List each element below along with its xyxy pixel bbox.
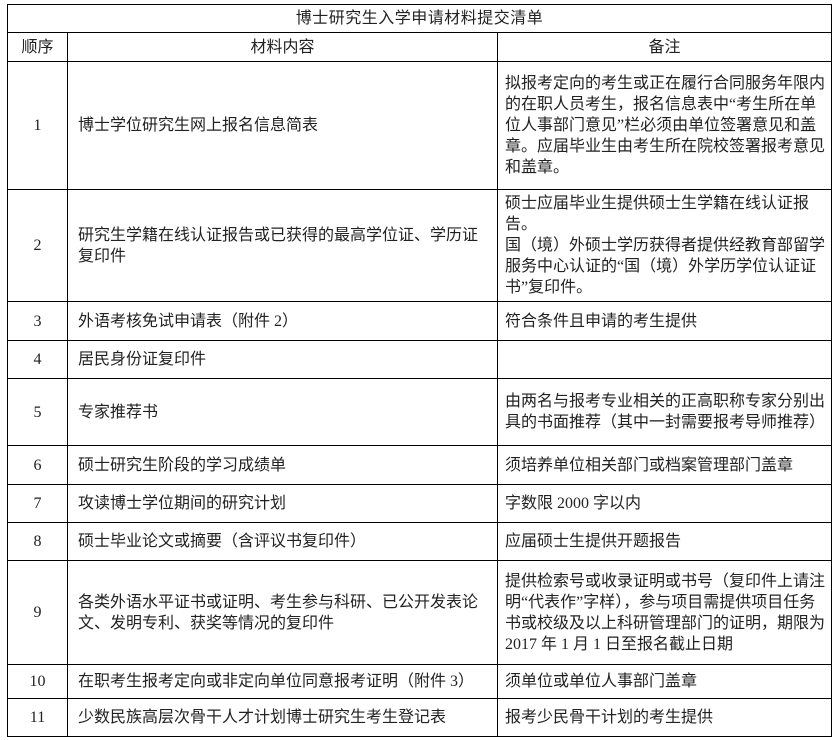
row-number: 1 bbox=[7, 61, 68, 190]
material-cell: 少数民族高层次骨干人才计划博士研究生考生登记表 bbox=[67, 698, 498, 737]
row-number: 11 bbox=[7, 698, 68, 737]
row-number: 2 bbox=[7, 189, 68, 302]
note-cell: 提供检索号或收录证明或书号（复印件上请注明“代表作”字样），参与项目需提供项目任… bbox=[496, 560, 833, 665]
material-cell: 攻读博士学位期间的研究计划 bbox=[67, 484, 498, 523]
table-row: 2 研究生学籍在线认证报告或已获得的最高学位证、学历证复印件 硕士应届毕业生提供… bbox=[7, 189, 833, 302]
note-cell: 符合条件且申请的考生提供 bbox=[496, 301, 833, 341]
table-row: 8 硕士毕业论文或摘要（含评议书复印件） 应届硕士生提供开题报告 bbox=[7, 522, 833, 561]
note-cell: 须培养单位相关部门或档案管理部门盖章 bbox=[496, 445, 833, 485]
page-title: 博士研究生入学申请材料提交清单 bbox=[6, 4, 833, 33]
materials-checklist-table: 博士研究生入学申请材料提交清单 顺序 材料内容 备注 1 博士学位研究生网上报名… bbox=[6, 4, 833, 737]
note-cell: 字数限 2000 字以内 bbox=[496, 484, 833, 523]
table-row: 4 居民身份证复印件 bbox=[7, 340, 833, 379]
material-cell: 居民身份证复印件 bbox=[67, 340, 498, 379]
row-number: 9 bbox=[7, 560, 68, 665]
row-number: 5 bbox=[7, 378, 68, 446]
column-header-note: 备注 bbox=[496, 32, 833, 62]
table-title-row: 博士研究生入学申请材料提交清单 bbox=[6, 4, 833, 33]
note-cell: 报考少民骨干计划的考生提供 bbox=[496, 698, 833, 737]
note-cell: 须单位或单位人事部门盖章 bbox=[496, 664, 833, 699]
table-row: 3 外语考核免试申请表（附件 2） 符合条件且申请的考生提供 bbox=[7, 301, 833, 341]
table-row: 11 少数民族高层次骨干人才计划博士研究生考生登记表 报考少民骨干计划的考生提供 bbox=[7, 698, 833, 737]
row-number: 3 bbox=[7, 301, 68, 341]
row-number: 8 bbox=[7, 522, 68, 561]
material-cell: 硕士研究生阶段的学习成绩单 bbox=[67, 445, 498, 485]
note-cell: 硕士应届毕业生提供硕士生学籍在线认证报告。 国（境）外硕士学历获得者提供经教育部… bbox=[496, 189, 833, 302]
row-number: 7 bbox=[7, 484, 68, 523]
note-cell: 应届硕士生提供开题报告 bbox=[496, 522, 833, 561]
table-row: 9 各类外语水平证书或证明、考生参与科研、已公开发表论文、发明专利、获奖等情况的… bbox=[7, 560, 833, 665]
row-number: 4 bbox=[7, 340, 68, 379]
note-cell: 拟报考定向的考生或正在履行合同服务年限内的在职人员考生，报名信息表中“考生所在单… bbox=[496, 61, 833, 190]
note-cell bbox=[496, 340, 833, 379]
column-header-no: 顺序 bbox=[7, 32, 68, 62]
table-row: 5 专家推荐书 由两名与报考专业相关的正高职称专家分别出具的书面推荐（其中一封需… bbox=[7, 378, 833, 446]
material-cell: 研究生学籍在线认证报告或已获得的最高学位证、学历证复印件 bbox=[67, 189, 498, 302]
material-cell: 各类外语水平证书或证明、考生参与科研、已公开发表论文、发明专利、获奖等情况的复印… bbox=[67, 560, 498, 665]
table-row: 1 博士学位研究生网上报名信息简表 拟报考定向的考生或正在履行合同服务年限内的在… bbox=[7, 61, 833, 190]
table-row: 7 攻读博士学位期间的研究计划 字数限 2000 字以内 bbox=[7, 484, 833, 523]
column-header-material: 材料内容 bbox=[67, 32, 498, 62]
material-cell: 专家推荐书 bbox=[67, 378, 498, 446]
row-number: 6 bbox=[7, 445, 68, 485]
table-row: 10 在职考生报考定向或非定向单位同意报考证明（附件 3） 须单位或单位人事部门… bbox=[7, 664, 833, 699]
table-row: 6 硕士研究生阶段的学习成绩单 须培养单位相关部门或档案管理部门盖章 bbox=[7, 445, 833, 485]
material-cell: 硕士毕业论文或摘要（含评议书复印件） bbox=[67, 522, 498, 561]
note-cell: 由两名与报考专业相关的正高职称专家分别出具的书面推荐（其中一封需要报考导师推荐） bbox=[496, 378, 833, 446]
material-cell: 博士学位研究生网上报名信息简表 bbox=[67, 61, 498, 190]
row-number: 10 bbox=[7, 664, 68, 699]
material-cell: 在职考生报考定向或非定向单位同意报考证明（附件 3） bbox=[67, 664, 498, 699]
material-cell: 外语考核免试申请表（附件 2） bbox=[67, 301, 498, 341]
table-header-row: 顺序 材料内容 备注 bbox=[7, 32, 833, 62]
